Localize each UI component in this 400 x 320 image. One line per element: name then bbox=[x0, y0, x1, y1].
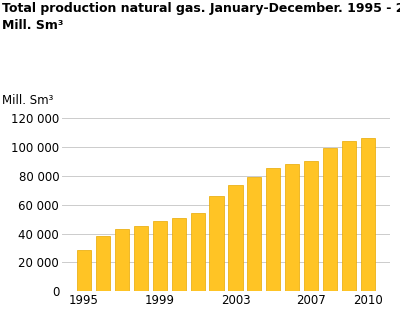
Bar bbox=[153, 221, 167, 291]
Bar bbox=[115, 228, 129, 291]
Bar bbox=[304, 161, 318, 291]
Bar bbox=[228, 185, 242, 291]
Bar bbox=[266, 168, 280, 291]
Bar bbox=[77, 250, 91, 291]
Bar bbox=[323, 148, 337, 291]
Bar bbox=[134, 227, 148, 291]
Text: Mill. Sm³: Mill. Sm³ bbox=[2, 94, 53, 107]
Bar bbox=[172, 219, 186, 291]
Bar bbox=[210, 196, 224, 291]
Bar bbox=[285, 164, 299, 291]
Bar bbox=[342, 141, 356, 291]
Bar bbox=[247, 177, 262, 291]
Text: Total production natural gas. January-December. 1995 - 2010.
Mill. Sm³: Total production natural gas. January-De… bbox=[2, 2, 400, 32]
Bar bbox=[96, 236, 110, 291]
Bar bbox=[361, 138, 375, 291]
Bar bbox=[190, 213, 205, 291]
